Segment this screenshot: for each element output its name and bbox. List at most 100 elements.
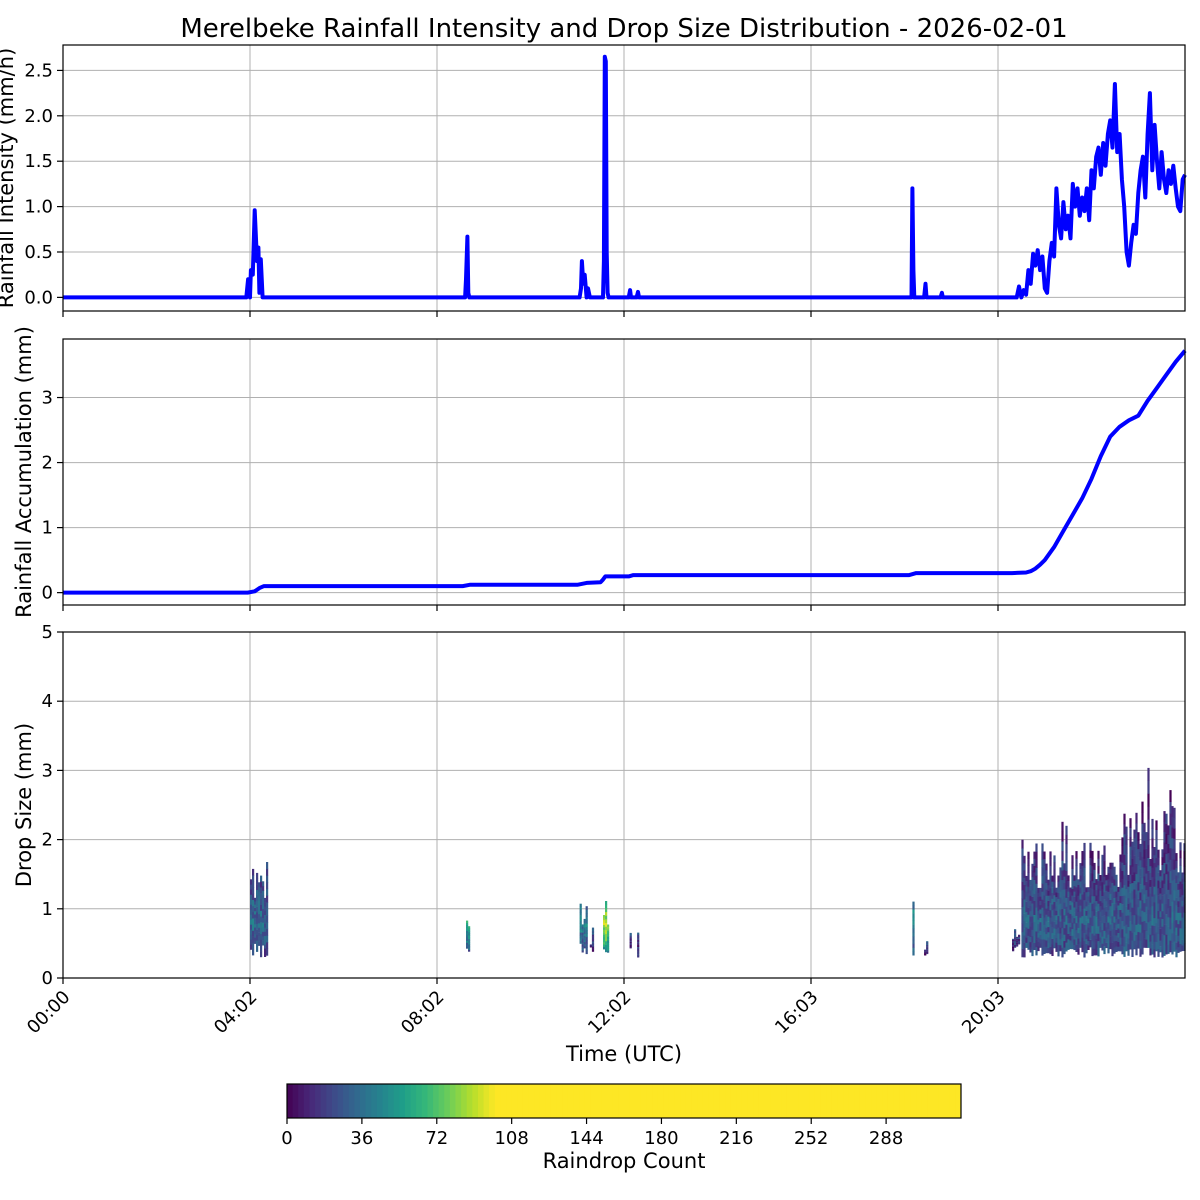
heatmap-cell	[1117, 891, 1120, 897]
heatmap-cell	[1055, 915, 1058, 920]
heatmap-cell	[1043, 939, 1046, 947]
heatmap-cell	[1039, 887, 1042, 893]
heatmap-cell	[1175, 934, 1178, 943]
heatmap-cell	[256, 929, 259, 936]
heatmap-cell	[252, 905, 255, 913]
heatmap-cell	[1145, 931, 1148, 940]
heatmap-cell	[1121, 870, 1124, 880]
heatmap-cell	[1049, 895, 1052, 903]
colorbar-segment	[550, 1084, 558, 1118]
heatmap-cell	[1073, 917, 1076, 924]
heatmap-cell	[1051, 910, 1054, 916]
heatmap-cell	[1053, 875, 1056, 883]
heatmap-cell	[252, 887, 255, 894]
heatmap-cell	[1155, 885, 1158, 896]
heatmap-cell	[468, 942, 471, 945]
heatmap-cell	[1139, 932, 1142, 941]
heatmap-cell	[264, 952, 267, 957]
heatmap-cell	[1175, 927, 1178, 935]
heatmap-cell	[1081, 908, 1084, 917]
colorbar-segment	[393, 1084, 400, 1118]
colorbar-segment	[595, 1084, 603, 1118]
heatmap-cell	[1109, 881, 1112, 888]
heatmap-cell	[1111, 889, 1114, 897]
heatmap-cell	[1149, 934, 1152, 942]
heatmap-cell	[1045, 914, 1048, 922]
heatmap-cell	[1093, 902, 1096, 910]
heatmap-cell	[1159, 870, 1162, 877]
heatmap-cell	[1093, 941, 1096, 949]
heatmap-cell	[1023, 877, 1026, 885]
heatmap-cell	[256, 901, 259, 907]
heatmap-cell	[1177, 883, 1180, 890]
heatmap-cell	[252, 924, 255, 931]
heatmap-cell	[1065, 897, 1068, 907]
y-tick-label: 2	[42, 830, 53, 851]
heatmap-cell	[1113, 947, 1116, 954]
heatmap-cell	[1181, 934, 1184, 940]
heatmap-cell	[1127, 932, 1130, 939]
heatmap-cell	[1083, 859, 1086, 868]
heatmap-cell	[1033, 886, 1036, 894]
heatmap-cell	[1171, 901, 1174, 913]
heatmap-cell	[1151, 915, 1154, 926]
heatmap-cell	[1027, 900, 1030, 908]
heatmap-cell	[629, 938, 632, 940]
x-tick-label: 16:03	[771, 987, 823, 1039]
x-tick-label: 08:02	[397, 987, 449, 1039]
heatmap-cell	[1165, 873, 1168, 885]
heatmap-cell	[1113, 910, 1116, 917]
heatmap-cell	[1014, 939, 1017, 942]
heatmap-cell	[1121, 845, 1124, 855]
heatmap-cell	[1175, 897, 1178, 906]
heatmap-cell	[1093, 869, 1096, 877]
heatmap-cell	[1057, 910, 1060, 917]
colorbar-segment	[427, 1084, 434, 1118]
heatmap-cell	[1077, 884, 1080, 891]
heatmap-cell	[1016, 945, 1019, 947]
heatmap-cell	[1055, 892, 1058, 898]
heatmap-cell	[1033, 900, 1036, 908]
heatmap-cell	[264, 902, 267, 907]
heatmap-cell	[1105, 885, 1108, 891]
heatmap-cell	[1093, 895, 1096, 903]
heatmap-cell	[1041, 867, 1044, 876]
heatmap-cell	[1031, 890, 1034, 897]
heatmap-cell	[1033, 921, 1036, 929]
heatmap-cell	[1153, 886, 1156, 895]
heatmap-cell	[1155, 839, 1158, 849]
heatmap-cell	[1109, 875, 1112, 882]
heatmap-cell	[1012, 944, 1015, 946]
heatmap-cell	[1159, 905, 1162, 912]
heatmap-cell	[1141, 877, 1144, 890]
colorbar-segment	[472, 1084, 479, 1118]
colorbar-segment	[652, 1084, 659, 1118]
heatmap-cell	[1097, 865, 1100, 874]
heatmap-cell	[1025, 916, 1028, 923]
heatmap-cell	[252, 875, 255, 882]
heatmap-cell	[1012, 941, 1015, 943]
heatmap-cell	[1117, 900, 1120, 906]
heatmap-cell	[1059, 903, 1062, 910]
heatmap-cell	[637, 937, 640, 940]
heatmap-cell	[1101, 861, 1104, 869]
heatmap-cell	[1091, 895, 1094, 904]
y-tick-label: 0.0	[24, 287, 53, 308]
heatmap-cell	[1173, 889, 1176, 901]
colorbar-tick-label: 0	[281, 1128, 292, 1149]
heatmap-cell	[262, 895, 265, 900]
heatmap-cell	[1123, 925, 1126, 937]
heatmap-cell	[1014, 929, 1017, 931]
heatmap-cell	[250, 879, 253, 885]
heatmap-cell	[1039, 938, 1042, 944]
heatmap-cell	[1133, 846, 1136, 856]
heatmap-cell	[1097, 948, 1100, 957]
heatmap-cell	[1133, 863, 1136, 873]
heatmap-cell	[1143, 849, 1146, 859]
heatmap-cell	[1051, 887, 1054, 894]
heatmap-cell	[1057, 921, 1060, 928]
heatmap-cell	[1109, 893, 1112, 900]
heatmap-cell	[1149, 900, 1152, 908]
heatmap-cell	[1113, 879, 1116, 886]
heatmap-cell	[1173, 818, 1176, 829]
